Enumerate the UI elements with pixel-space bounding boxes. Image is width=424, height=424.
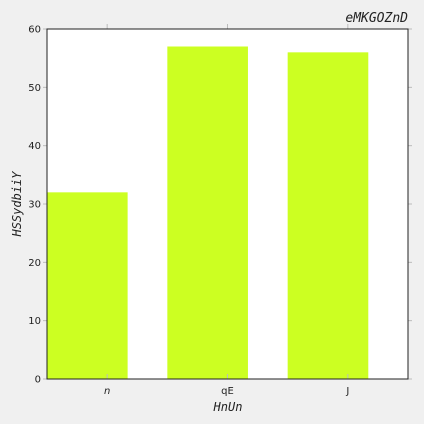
x-tick-label-0: n <box>104 386 110 397</box>
x-axis-label: HnUn <box>213 400 243 414</box>
y-tick-label-0: 0 <box>35 375 41 386</box>
bar-2 <box>287 52 369 379</box>
y-tick-label-4: 40 <box>28 141 41 152</box>
y-tick-label-5: 50 <box>28 83 41 94</box>
y-tick-label-2: 20 <box>28 258 41 269</box>
ticks-group: n qE J 0 10 20 30 40 50 60 <box>28 24 412 397</box>
y-tick-label-6: 60 <box>28 25 41 36</box>
bars-group <box>47 46 369 379</box>
x-tick-label-1: qE <box>221 386 234 397</box>
x-tick-label-2: J <box>345 386 349 397</box>
bar-1 <box>167 46 248 379</box>
plot-frame <box>46 28 409 380</box>
bar-0 <box>47 192 128 379</box>
y-tick-label-1: 10 <box>28 316 41 327</box>
chart-title: eMKGOZnD <box>345 11 408 26</box>
y-axis-label: HSSydbiiY <box>10 171 24 238</box>
y-tick-label-3: 30 <box>28 200 41 211</box>
